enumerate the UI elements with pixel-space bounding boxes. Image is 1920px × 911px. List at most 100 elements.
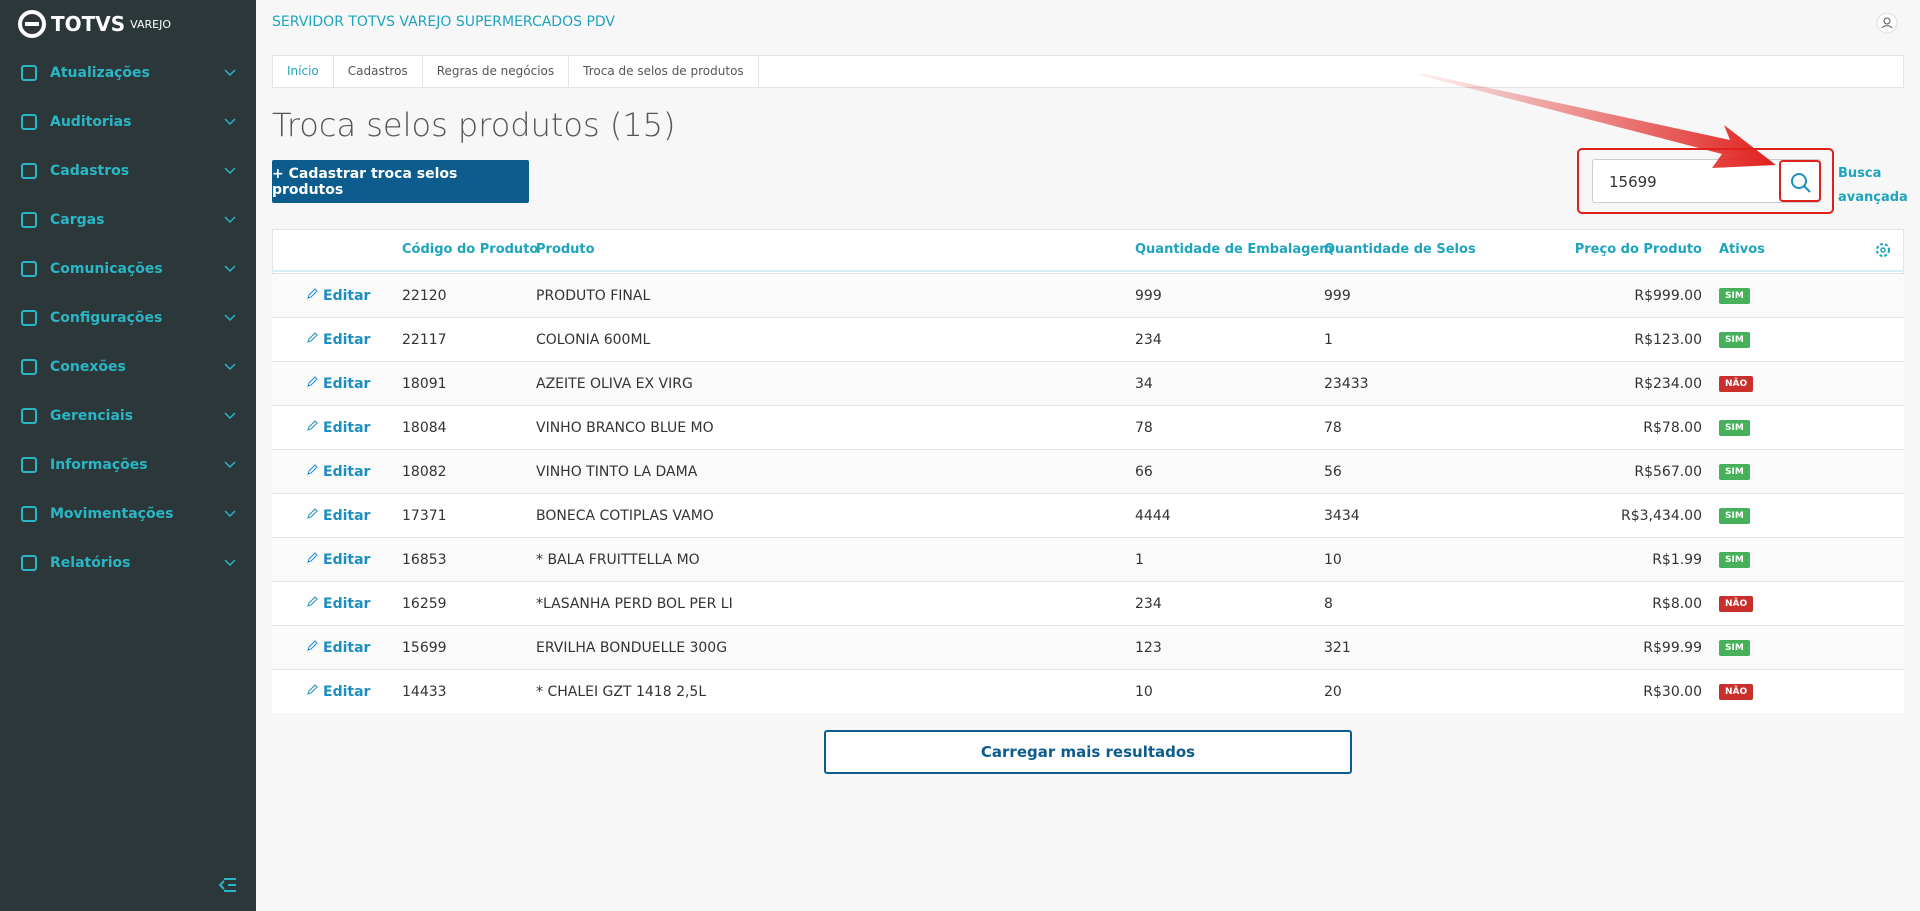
load-more[interactable]: Carregar mais resultados	[824, 730, 1352, 774]
cell-text: 8	[1324, 595, 1333, 612]
cell-text: 18091	[402, 375, 447, 392]
cell-text: 34	[1135, 375, 1153, 392]
cell-text: 123	[1135, 639, 1162, 656]
cell-text: 10	[1324, 551, 1342, 568]
cell-text: VINHO TINTO LA DAMA	[536, 463, 698, 480]
edit-label: Editar	[323, 683, 371, 700]
breadcrumb-item: Troca de selos de produtos	[569, 55, 759, 88]
table-row: Editar 22117 COLONIA 600ML 234 1 R$123.00 SIM	[272, 317, 1904, 361]
cell-text: 56	[1324, 463, 1342, 480]
menu-item[interactable]: Informações	[0, 440, 256, 489]
menu-item[interactable]: Relatórios	[0, 538, 256, 587]
column-header[interactable]: Ativos	[1719, 242, 1765, 257]
breadcrumb-item[interactable]: Regras de negócios	[423, 55, 570, 88]
status-badge: SIM	[1719, 551, 1750, 568]
edit-link[interactable]: Editar	[306, 552, 370, 568]
cell-text: 999	[1324, 287, 1351, 304]
column-header[interactable]: Quantidade de Selos	[1324, 242, 1476, 257]
cell-text: 1	[1135, 551, 1144, 568]
search-input[interactable]: 15699	[1609, 173, 1657, 191]
table-row: Editar 16853 * BALA FRUITTELLA MO 1 10 R$1.99…	[272, 537, 1904, 581]
cell-text: * CHALEI GZT 1418 2,5L	[536, 683, 707, 700]
edit-link[interactable]: Editar	[306, 684, 370, 700]
settings-icon[interactable]	[1874, 241, 1892, 259]
cell-text: 16259	[402, 595, 447, 612]
table-row: Editar 14433 * CHALEI GZT 1418 2,5L 10 20 R$3…	[272, 669, 1904, 713]
cell-text: 20	[1324, 683, 1342, 700]
menu-item[interactable]: Atualizações	[0, 48, 256, 97]
table-row: Editar 18084 VINHO BRANCO BLUE MO 78 78 R$78.…	[272, 405, 1904, 449]
status-badge: NÃO	[1719, 375, 1754, 392]
cell-text: R$8.00	[1652, 595, 1702, 612]
table-row: Editar 22120 PRODUTO FINAL 999 999 R$999.00 SI…	[272, 273, 1904, 317]
status-badge: SIM	[1719, 331, 1750, 348]
cell-text: 18082	[402, 463, 447, 480]
menu-label: Atualizações	[50, 64, 150, 81]
edit-link[interactable]: Editar	[306, 376, 370, 392]
cell-text: * BALA FRUITTELLA MO	[536, 551, 700, 568]
menu-item[interactable]: Conexões	[0, 342, 256, 391]
edit-link[interactable]: Editar	[306, 640, 370, 656]
edit-link[interactable]: Editar	[306, 420, 370, 436]
menu-label: Cadastros	[50, 162, 130, 179]
column-header[interactable]: Preço do Produto	[1574, 242, 1702, 257]
page-title: Troca selos produtos (15)	[272, 106, 676, 144]
menu-label: Informações	[50, 456, 148, 473]
cell-text: 10	[1135, 683, 1153, 700]
column-header[interactable]: Código do Produto	[402, 242, 539, 257]
cell-text: 22117	[402, 331, 447, 348]
collapse-icon[interactable]	[218, 876, 238, 894]
column-header[interactable]: Produto	[536, 242, 595, 257]
table-row: Editar 16259 *LASANHA PERD BOL PER LI 234 8 R…	[272, 581, 1904, 625]
table-row: Editar 15699 ERVILHA BONDUELLE 300G 123 321 R…	[272, 625, 1904, 669]
status-badge: SIM	[1719, 507, 1750, 524]
edit-link[interactable]: Editar	[306, 464, 370, 480]
cell-text: R$99.99	[1643, 639, 1702, 656]
menu-item[interactable]: Movimentações	[0, 489, 256, 538]
breadcrumb-item[interactable]: Cadastros	[334, 55, 423, 88]
status-badge: SIM	[1719, 639, 1750, 656]
breadcrumb: Início Cadastros Regras de negócios Troca d…	[272, 55, 1904, 88]
menu-item[interactable]: Gerenciais	[0, 391, 256, 440]
menu-item[interactable]: Configurações	[0, 293, 256, 342]
breadcrumb-item[interactable]: Início	[273, 55, 334, 88]
cell-text: R$234.00	[1634, 375, 1702, 392]
advanced-search[interactable]: Busca avançada	[1838, 166, 1908, 205]
table-row: Editar 18082 VINHO TINTO LA DAMA 66 56 R$567.…	[272, 449, 1904, 493]
cell-text: 78	[1135, 419, 1153, 436]
edit-link[interactable]: Editar	[306, 508, 370, 524]
edit-link[interactable]: Editar	[306, 288, 370, 304]
cell-text: 4444	[1135, 507, 1171, 524]
cell-text: R$30.00	[1643, 683, 1702, 700]
server-title: SERVIDOR TOTVS VAREJO SUPERMERCADOS PDV	[272, 14, 615, 30]
menu-item[interactable]: Cadastros	[0, 146, 256, 195]
edit-link[interactable]: Editar	[306, 596, 370, 612]
column-header[interactable]: Quantidade de Embalagem	[1135, 242, 1333, 257]
create-button[interactable]: + Cadastrar troca selos produtos	[272, 160, 529, 203]
edit-label: Editar	[323, 595, 371, 612]
search-icon[interactable]	[1790, 172, 1812, 194]
menu-label: Movimentações	[50, 505, 174, 522]
status-badge: NÃO	[1719, 683, 1754, 700]
cell-text: 321	[1324, 639, 1351, 656]
table-row: Editar 18091 AZEITE OLIVA EX VIRG 34 23433 R$…	[272, 361, 1904, 405]
cell-text: BONECA COTIPLAS VAMO	[536, 507, 714, 524]
edit-label: Editar	[323, 551, 371, 568]
arrow	[1418, 73, 1776, 168]
menu-label: Conexões	[50, 358, 126, 375]
table-row: Editar 17371 BONECA COTIPLAS VAMO 4444 3434 R…	[272, 493, 1904, 537]
search-box[interactable]: 15699	[1592, 159, 1821, 203]
menu-item[interactable]: Auditorias	[0, 97, 256, 146]
cell-text: 16853	[402, 551, 447, 568]
cell-text: COLONIA 600ML	[536, 331, 651, 348]
status-badge: SIM	[1719, 463, 1750, 480]
edit-label: Editar	[323, 375, 371, 392]
menu-item[interactable]: Comunicações	[0, 244, 256, 293]
cell-text: *LASANHA PERD BOL PER LI	[536, 595, 733, 612]
menu-item[interactable]: Cargas	[0, 195, 256, 244]
edit-link[interactable]: Editar	[306, 332, 370, 348]
cell-text: VINHO BRANCO BLUE MO	[536, 419, 714, 436]
logo-sub: VAREJO	[130, 17, 172, 31]
user-icon[interactable]	[1876, 12, 1898, 34]
edit-label: Editar	[323, 639, 371, 656]
